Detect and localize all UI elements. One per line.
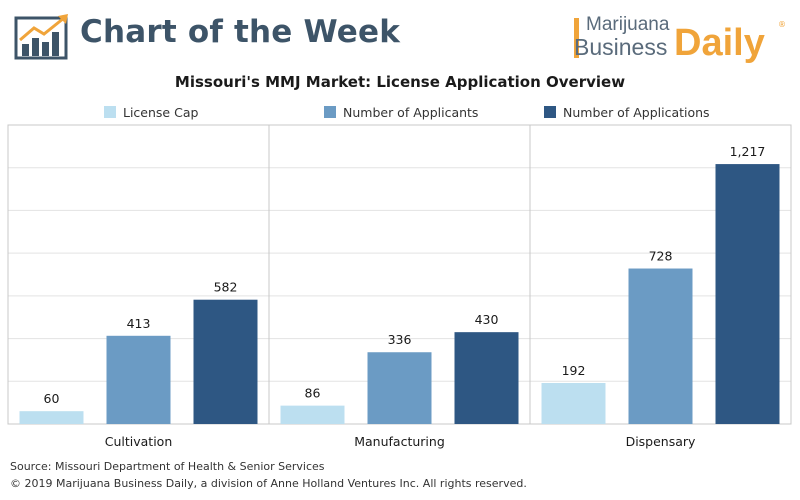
- data-label: 413: [127, 316, 151, 331]
- legend-label-applicants: Number of Applicants: [343, 104, 479, 120]
- brand-logo: Marijuana Business Daily ®: [574, 14, 788, 64]
- chart-title: Missouri's MMJ Market: License Applicati…: [174, 73, 626, 91]
- legend-label-applications: Number of Applications: [563, 104, 710, 120]
- brand-logo-line2: Business: [574, 34, 668, 60]
- bar: [106, 335, 171, 424]
- brand-logo-bar: [574, 18, 579, 58]
- brand-logo-accent: Daily: [674, 22, 765, 64]
- source-note: Source: Missouri Department of Health & …: [10, 460, 325, 473]
- page-title: Chart of the Week: [80, 14, 401, 50]
- bar: [193, 299, 258, 424]
- bar: [367, 352, 432, 424]
- legend-label-license-cap: License Cap: [123, 104, 199, 120]
- data-label: 728: [649, 249, 673, 264]
- bar: [454, 332, 519, 424]
- data-label: 336: [388, 332, 412, 347]
- brand-logo-line1: Marijuana: [586, 14, 670, 35]
- brand-logo-registered-mark: ®: [778, 20, 786, 29]
- bar: [715, 164, 780, 425]
- legend-item-license-cap: License Cap: [104, 102, 198, 122]
- data-label: 430: [475, 312, 499, 327]
- header: Chart of the Week Marijuana Business Dai…: [0, 0, 800, 70]
- bar: [280, 405, 345, 424]
- legend-swatch-license-cap: [104, 106, 116, 118]
- bar: [19, 411, 84, 424]
- bar: [628, 268, 693, 424]
- data-label: 582: [214, 280, 238, 295]
- data-label: 1,217: [730, 144, 766, 159]
- bar-chart-trend-icon: [14, 14, 68, 60]
- data-label: 60: [44, 391, 60, 406]
- bar-chart: 60 413 582 Cultivation 86 336 430 Manufacturing…: [7, 124, 792, 449]
- legend-item-applications: Number of Applications: [544, 102, 710, 122]
- data-label: 86: [305, 386, 321, 401]
- legend-item-applicants: Number of Applicants: [324, 102, 478, 122]
- category-label: Cultivation: [105, 434, 173, 449]
- copyright-note: © 2019 Marijuana Business Daily, a divis…: [10, 477, 527, 490]
- data-label: 192: [562, 363, 586, 378]
- category-label: Manufacturing: [354, 434, 445, 449]
- category-label: Dispensary: [626, 434, 696, 449]
- bar: [541, 382, 606, 424]
- legend-swatch-applications: [544, 106, 556, 118]
- legend-swatch-applicants: [324, 106, 336, 118]
